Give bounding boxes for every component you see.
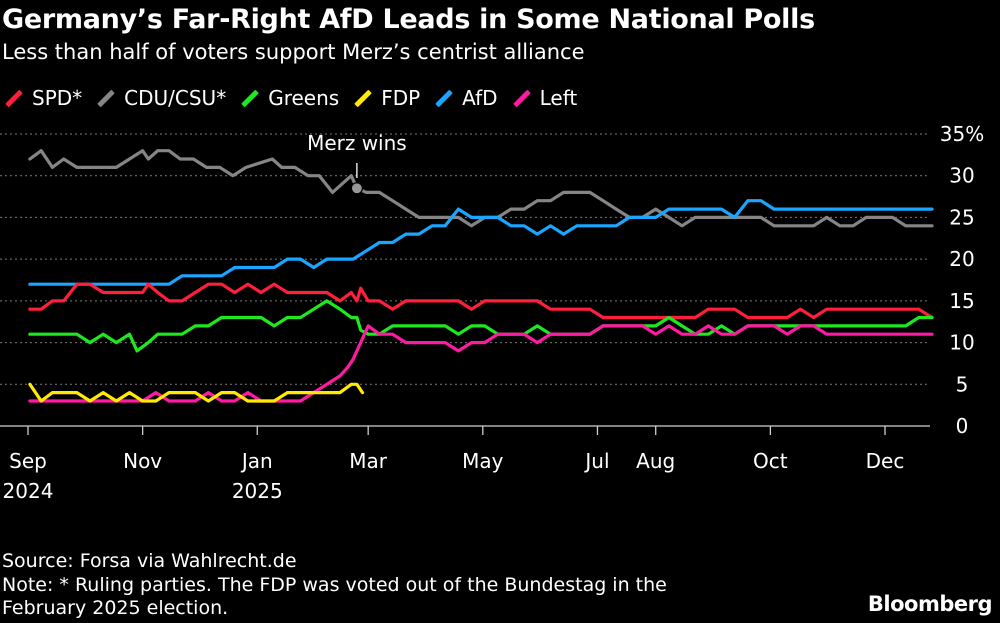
legend: SPD* CDU/CSU* Greens FDP AfD Left (4, 86, 591, 110)
chart-subtitle: Less than half of voters support Merz’s … (2, 40, 585, 64)
y-tick-label: 5 (956, 372, 969, 396)
x-tick-label: Aug (636, 449, 675, 473)
footnote-line-1: Note: * Ruling parties. The FDP was vote… (2, 574, 667, 596)
legend-label-spd: SPD* (32, 86, 83, 110)
y-tick-label: 35% (940, 122, 984, 146)
legend-label-fdp: FDP (381, 86, 421, 110)
x-tick-label: Jul (583, 449, 609, 473)
series-line-greens (28, 299, 934, 353)
legend-label-left: Left (539, 86, 578, 110)
footnote-line-2: February 2025 election. (2, 597, 229, 619)
series-line-left (28, 324, 934, 403)
legend-item-afd: AfD (434, 86, 498, 110)
y-tick-label: 10 (949, 331, 974, 355)
y-tick-label: 20 (949, 247, 974, 271)
y-tick-label: 30 (949, 164, 974, 188)
legend-label-greens: Greens (268, 86, 340, 110)
y-tick-label: 15 (949, 289, 974, 313)
chart-title: Germany’s Far-Right AfD Leads in Some Na… (2, 4, 815, 35)
legend-item-greens: Greens (240, 86, 339, 110)
x-tick-label: Mar (349, 449, 388, 473)
legend-item-fdp: FDP (353, 86, 420, 110)
series-line-afd (28, 199, 934, 286)
legend-label-cdu-csu: CDU/CSU* (124, 86, 227, 110)
x-tick-label: May (462, 449, 504, 473)
series-line-spd (28, 282, 934, 320)
x-tick-label: Jan (240, 449, 273, 473)
y-tick-label: 25 (949, 205, 974, 229)
x-tick-label: Sep (9, 449, 47, 473)
x-tick-label: Oct (753, 449, 788, 473)
annotation-marker (350, 182, 363, 195)
bloomberg-logo: Bloomberg (867, 592, 993, 616)
series-line-fdp (28, 382, 365, 403)
y-tick-label: 0 (956, 414, 969, 438)
legend-label-afd: AfD (462, 86, 498, 110)
legend-item-cdu-csu: CDU/CSU* (96, 86, 226, 110)
annotation-label: Merz wins (307, 131, 407, 155)
series-line-cdu-csu (28, 149, 934, 228)
legend-item-left: Left (512, 86, 578, 110)
x-tick-label: Nov (123, 449, 162, 473)
x-tick-label: Dec (866, 449, 905, 473)
x-tick-label-year: 2025 (232, 479, 283, 503)
x-tick-label-year: 2024 (3, 479, 54, 503)
source-note: Source: Forsa via Wahlrecht.de (2, 550, 297, 572)
legend-item-spd: SPD* (4, 86, 82, 110)
